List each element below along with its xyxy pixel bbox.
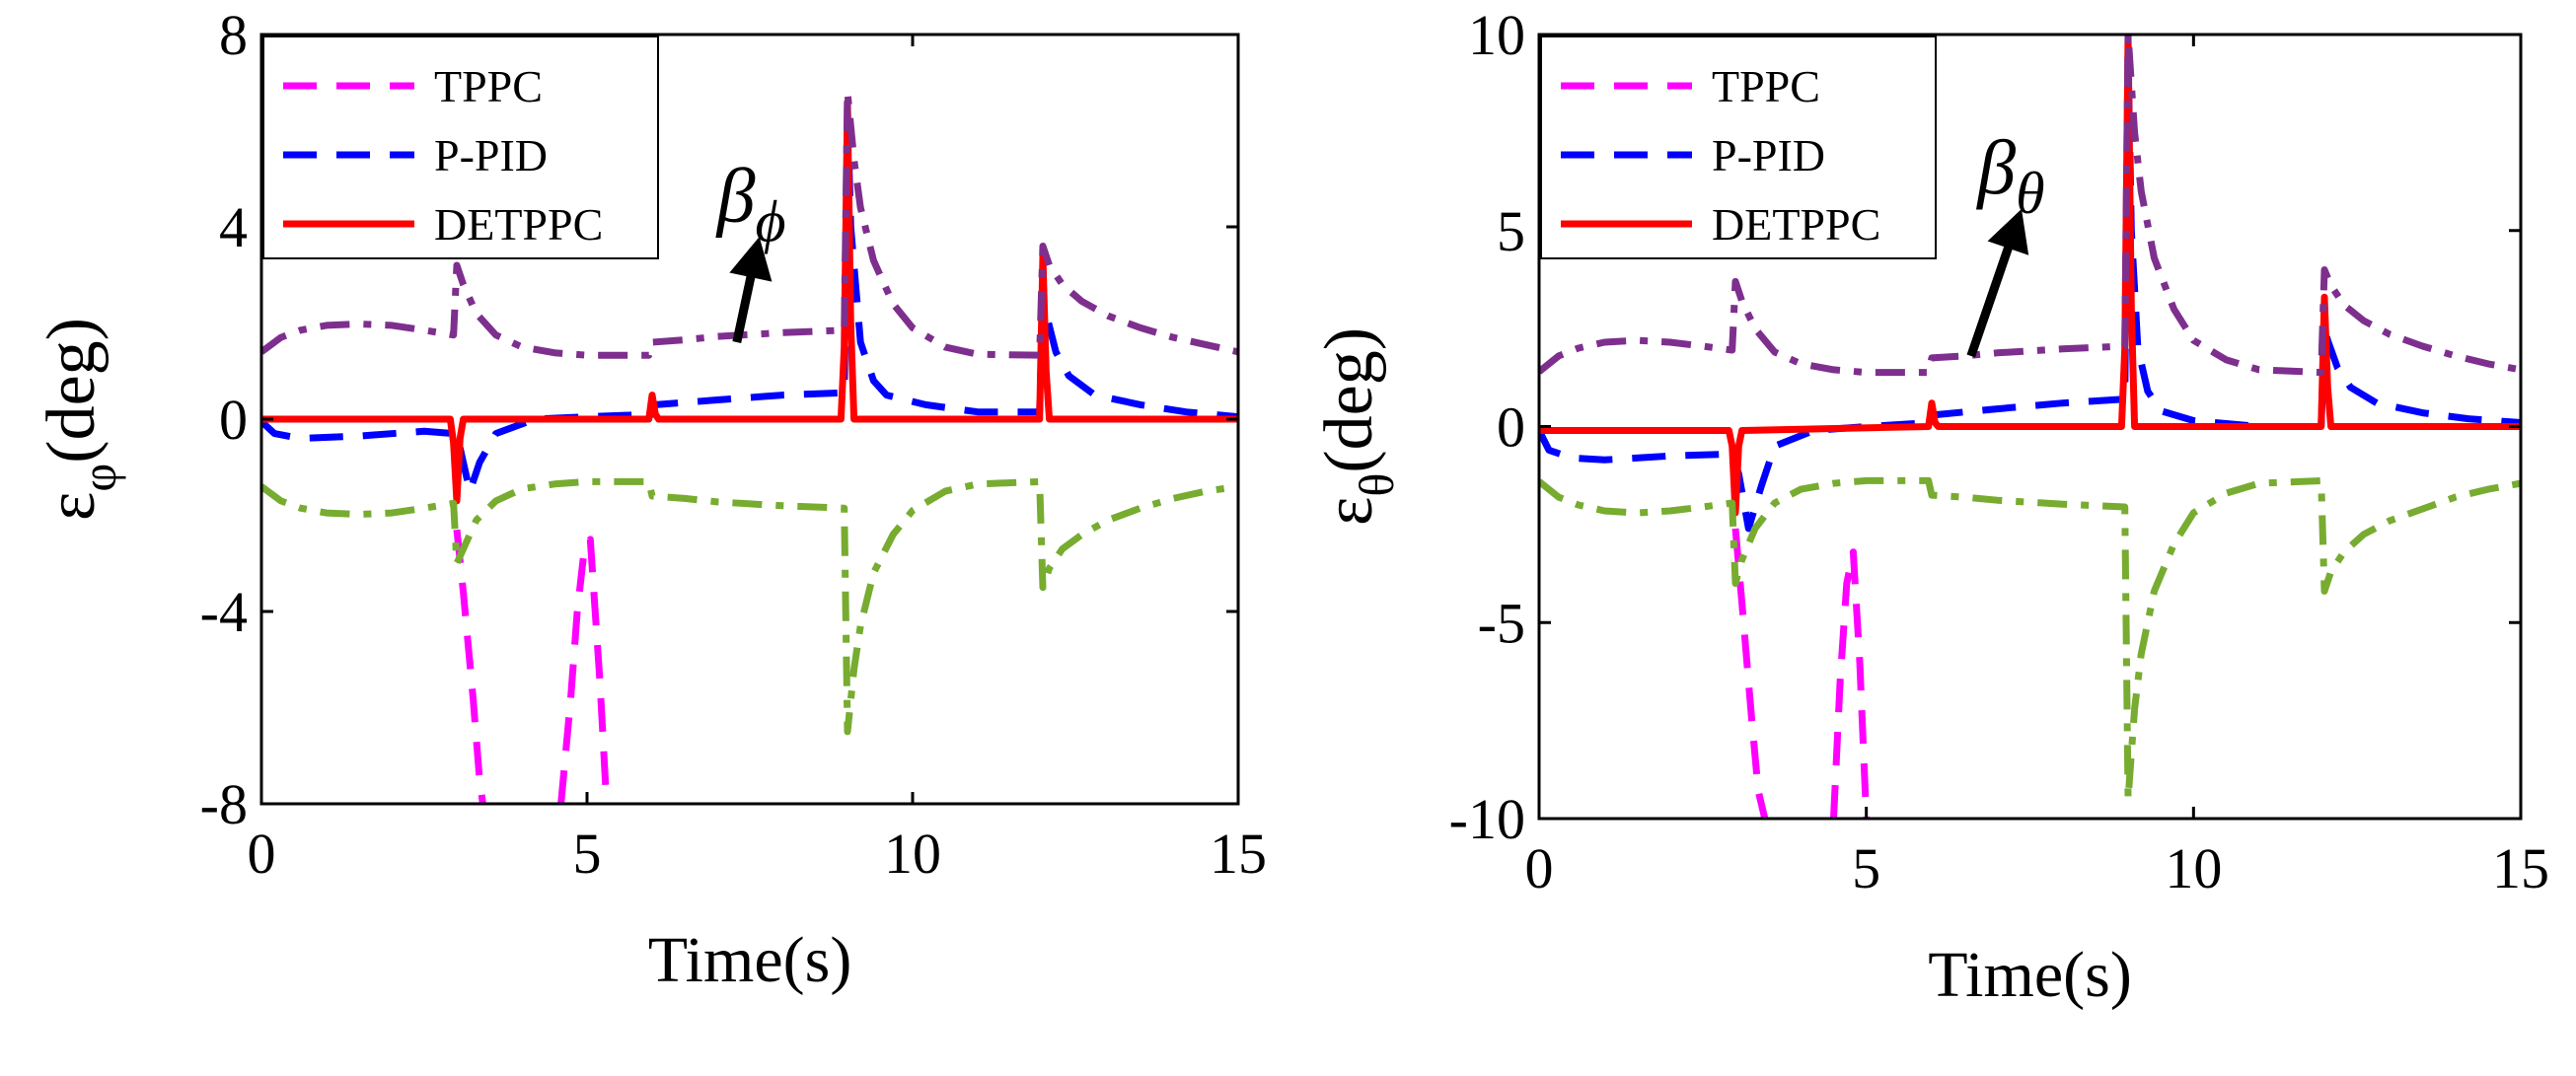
series-line-upper-bound [1539, 35, 2521, 377]
series-line-p-pid [261, 108, 1238, 495]
y-axis-label: εθ(deg) [1311, 327, 1404, 526]
legend-entry-label: P-PID [434, 130, 548, 180]
annotation-subscript: θ [2016, 161, 2044, 226]
annotation-label: βθ [1975, 124, 2044, 226]
x-tick-label: 15 [2492, 836, 2549, 900]
y-axis-unit: (deg) [1311, 327, 1387, 473]
x-tick-label: 5 [573, 822, 602, 886]
y-tick-label: 5 [1497, 199, 1525, 263]
annotation-arrowhead [729, 236, 773, 282]
series-group [261, 89, 1238, 804]
y-axis-label: εφ(deg) [34, 318, 126, 521]
y-tick-label: 0 [219, 388, 248, 452]
series-group [1539, 35, 2521, 819]
y-tick-label: 4 [219, 195, 248, 259]
legend-entry-label: DETPPC [434, 199, 603, 250]
series-line-upper-bound [261, 89, 1238, 359]
x-tick-label: 15 [1210, 822, 1267, 886]
series-line-detppc [261, 98, 1238, 505]
y-tick-label: -5 [1478, 591, 1525, 655]
annotation-label: βϕ [715, 152, 786, 253]
y-tick-label: -10 [1449, 787, 1525, 851]
legend: TPPC P-PID DETPPC [1540, 36, 1937, 259]
y-axis-symbol: ε [34, 492, 110, 521]
left-panel-phi: 0 5 10 15 -8 -4 0 4 8 Time(s) εφ(deg) TPPC P-PID DETP… [34, 3, 1267, 996]
legend-entry-label: DETPPC [1712, 199, 1880, 250]
y-axis-unit: (deg) [34, 318, 110, 464]
annotation-arrowhead [1987, 208, 2029, 255]
y-axis-subscript: φ [71, 464, 126, 492]
y-axis-symbol: ε [1311, 497, 1387, 526]
x-tick-label: 5 [1852, 836, 1880, 900]
series-line-lower-bound [1539, 476, 2521, 803]
y-axis-subscript: θ [1349, 473, 1404, 497]
series-line-tppc-segment-2 [1830, 548, 1871, 819]
y-tick-label: 8 [219, 3, 248, 67]
y-tick-label: -8 [200, 772, 248, 836]
right-panel-theta: 0 5 10 15-10-50510Time(s)εθ(deg)TPPCP-PIDDE… [1311, 3, 2549, 1011]
annotation-symbol: β [1975, 124, 2016, 210]
annotation-subscript: ϕ [755, 188, 785, 253]
legend-entry-label: TPPC [1712, 61, 1820, 111]
x-axis-label: Time(s) [1928, 939, 2132, 1011]
legend-entry-label: P-PID [1712, 130, 1825, 180]
series-line-tppc [1731, 528, 1769, 819]
x-tick-label: 0 [1525, 836, 1554, 900]
annotation-symbol: β [715, 152, 756, 238]
y-tick-label: 0 [1497, 395, 1525, 460]
y-tick-label: 10 [1468, 3, 1525, 67]
series-line-tppc [453, 529, 486, 804]
x-tick-label: 10 [2165, 836, 2222, 900]
legend-entry-label: TPPC [434, 61, 543, 111]
y-tick-label: -4 [200, 580, 248, 644]
legend: TPPC P-PID DETPPC [262, 36, 659, 259]
x-tick-label: 10 [884, 822, 941, 886]
x-tick-label: 0 [248, 822, 276, 886]
x-axis-label: Time(s) [648, 924, 852, 996]
series-line-detppc [1539, 35, 2521, 517]
series-line-lower-bound [261, 477, 1238, 736]
